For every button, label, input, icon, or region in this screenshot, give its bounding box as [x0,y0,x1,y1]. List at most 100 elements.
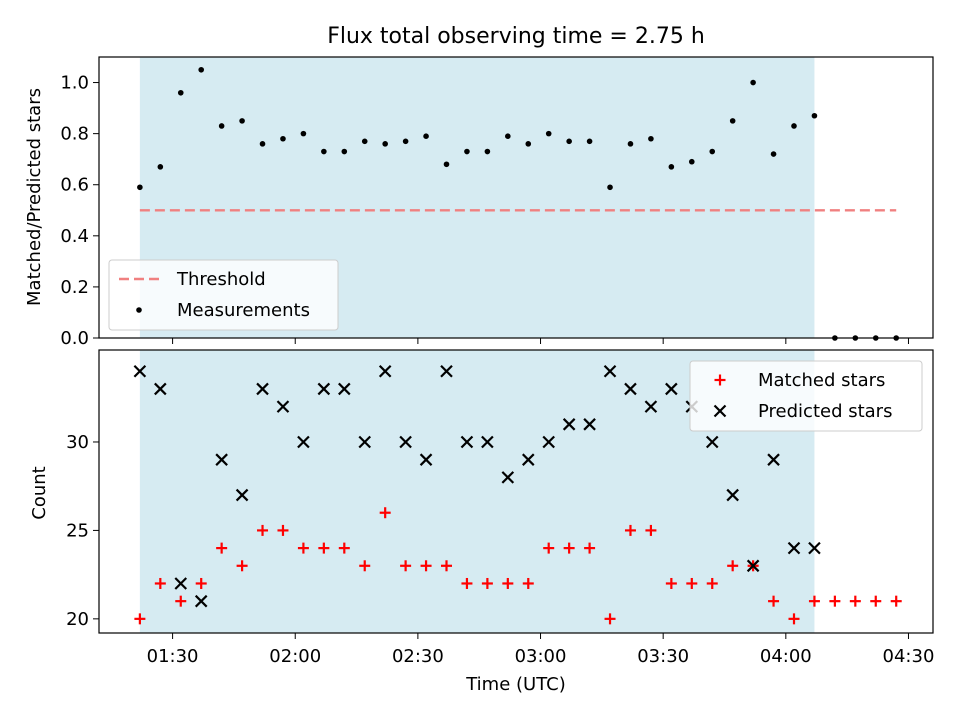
top-y-ticks: 0.0 0.2 0.4 0.6 0.8 1.0 [60,73,99,349]
measurement-point [607,184,613,191]
x-tick-label: 04:00 [760,646,812,667]
measurement-point [423,133,429,139]
measurement-point [361,138,368,145]
measurement-point [586,138,593,145]
measurement-point [198,66,205,73]
measurement-point [505,133,511,139]
measurement-point [157,164,164,170]
predicted-star-point [338,382,351,396]
matched-star-point [624,524,636,536]
measurement-point [709,148,716,155]
predicted-star-point-stroke [726,488,739,502]
matched-star-point [359,560,371,572]
ratio-marks [137,66,900,341]
predicted-star-point-stroke [481,435,494,449]
predicted-star-point-stroke [624,382,637,396]
predicted-star-point [603,364,617,378]
predicted-star-point [460,435,474,449]
measurement-point [218,123,225,129]
predicted-star-point-stroke [460,435,474,449]
top-y-tick-label: 1.0 [60,73,89,94]
predicted-star-point-stroke [583,418,596,431]
matched-star-point [297,542,309,554]
measurement-point [627,141,634,147]
predicted-star-point [542,435,555,449]
predicted-star-point-stroke [276,400,290,413]
matched-star-point [379,507,391,519]
predicted-star-point-stroke [521,453,535,466]
predicted-star-point [358,435,372,449]
x-tick-label: 01:30 [147,646,199,667]
matched-star-point [154,577,166,589]
bot-legend-label: Predicted stars [758,401,892,422]
measurement-point [545,130,552,137]
panel-counts: 01:30 02:00 02:30 03:00 03:30 04:00 04:30 20 25… [29,349,935,695]
measurement-point [280,135,286,142]
x-tick-label: 03:30 [637,646,689,667]
predicted-star-point [644,400,658,413]
predicted-star-point [808,541,821,555]
predicted-star-point-stroke [746,559,760,573]
predicted-star-point [174,577,188,590]
matched-star-point [563,542,575,554]
measurement-point [525,141,532,147]
predicted-star-point-stroke [378,364,392,378]
matched-star-point [665,577,677,589]
predicted-star-point-stroke [317,382,331,396]
predicted-star-point [235,488,249,502]
predicted-star-point [481,435,494,449]
matched-star-point [420,560,432,572]
predicted-star-point-stroke [705,435,719,449]
top-axes-frame [98,56,934,339]
bottom-y-tick-label: 25 [66,520,89,541]
top-y-tick-label: 0.0 [60,328,89,349]
matched-star-point [502,577,514,589]
measurement-point [321,148,327,155]
predicted-star-point [665,382,678,396]
predicted-star-point [378,364,392,378]
x-tick-label: 02:30 [392,646,444,667]
bottom-y-ticks: 20 25 30 [66,432,99,630]
matched-star-point [134,613,146,625]
measurement-point [239,118,245,124]
predicted-star-point-stroke [767,453,780,466]
predicted-star-point [297,435,310,449]
predicted-star-point-stroke [603,364,617,378]
measurement-point [484,148,491,155]
matched-star-point [461,577,473,589]
predicted-star-point [705,435,719,449]
predicted-star-point-stroke [665,382,678,396]
x-axis-label: Time (UTC) [465,674,566,695]
predicted-star-point-stroke [399,435,412,449]
predicted-star-point-stroke [154,382,167,396]
measurement-point [750,79,756,86]
matched-star-point [584,542,596,554]
matched-star-point [481,577,493,589]
predicted-star-point-stroke [419,453,433,466]
top-y-tick-label: 0.4 [60,226,89,247]
predicted-star-point-stroke [297,435,310,449]
matched-star-point [808,595,820,607]
predicted-star-point-stroke [133,364,147,378]
top-x-ticks [172,338,909,344]
predicted-star-point [154,382,167,396]
predicted-star-point-stroke [235,488,249,502]
top-legend: Threshold Measurements [108,259,339,331]
predicted-star-point [399,435,412,449]
matched-star-point [686,577,698,589]
matched-star-point [870,595,882,607]
predicted-star-point [746,559,760,573]
bottom-axes-frame [98,349,934,634]
panel-ratio: 0.0 0.2 0.4 0.6 0.8 1.0 Matched/Predicted sta… [24,56,934,349]
measurement-point [137,184,143,191]
x-tick-label: 04:30 [883,646,935,667]
predicted-star-point [440,364,453,378]
predicted-star-point [583,418,596,431]
matched-star-point [195,577,207,589]
measurement-point [402,138,409,145]
predicted-star-point-stroke [562,418,576,431]
bot-legend-box [689,360,923,432]
x-tick-label: 02:00 [269,646,321,667]
bottom-y-tick-label: 30 [66,432,89,453]
